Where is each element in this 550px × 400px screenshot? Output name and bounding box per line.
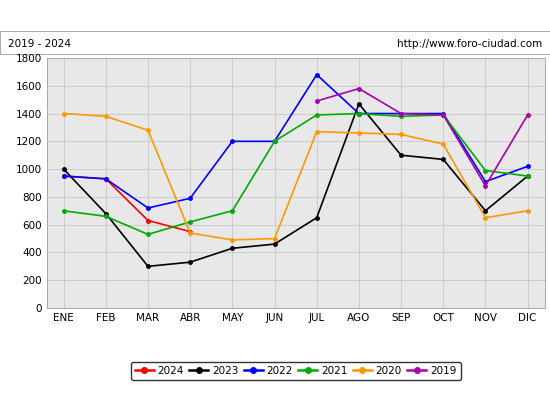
2021	[440, 112, 447, 117]
2020	[229, 238, 235, 242]
2023	[356, 102, 362, 106]
2022	[187, 196, 194, 201]
2019	[398, 111, 404, 116]
2020	[102, 114, 109, 119]
Text: http://www.foro-ciudad.com: http://www.foro-ciudad.com	[397, 38, 542, 48]
Text: 2019 - 2024: 2019 - 2024	[8, 38, 72, 48]
2023	[314, 215, 320, 220]
2022	[314, 72, 320, 77]
2024	[145, 218, 151, 223]
2023	[271, 242, 278, 246]
2021	[356, 111, 362, 116]
2024	[102, 176, 109, 181]
2024	[187, 229, 194, 234]
2020	[60, 111, 67, 116]
2023	[229, 246, 235, 251]
2022	[440, 111, 447, 116]
2023	[145, 264, 151, 269]
2022	[229, 139, 235, 144]
2019	[524, 112, 531, 117]
2020	[145, 128, 151, 133]
2021	[482, 168, 489, 173]
2021	[398, 114, 404, 119]
2019	[314, 99, 320, 104]
2024	[60, 174, 67, 178]
2022	[271, 139, 278, 144]
2023	[102, 211, 109, 216]
2023	[398, 153, 404, 158]
2023	[187, 260, 194, 264]
2021	[187, 220, 194, 224]
2023	[440, 157, 447, 162]
2022	[398, 111, 404, 116]
2021	[229, 208, 235, 213]
2023	[60, 167, 67, 172]
2021	[145, 232, 151, 237]
Line: 2022: 2022	[62, 73, 529, 210]
2020	[271, 236, 278, 241]
Text: Evolucion Nº Turistas Nacionales en el municipio de Boecillo: Evolucion Nº Turistas Nacionales en el m…	[49, 8, 501, 22]
2021	[524, 174, 531, 178]
2020	[398, 132, 404, 137]
2020	[356, 130, 362, 135]
2022	[524, 164, 531, 169]
2021	[314, 112, 320, 117]
2020	[440, 142, 447, 146]
2020	[187, 230, 194, 235]
Line: 2019: 2019	[315, 87, 529, 188]
2022	[145, 206, 151, 210]
2021	[102, 214, 109, 219]
Legend: 2024, 2023, 2022, 2021, 2020, 2019: 2024, 2023, 2022, 2021, 2020, 2019	[130, 362, 461, 380]
2022	[102, 176, 109, 181]
Line: 2021: 2021	[62, 112, 529, 236]
2023	[524, 174, 531, 178]
2019	[440, 112, 447, 117]
Line: 2024: 2024	[62, 174, 192, 233]
2022	[482, 179, 489, 184]
2022	[60, 174, 67, 178]
2020	[524, 208, 531, 213]
Line: 2020: 2020	[62, 112, 529, 242]
2020	[314, 129, 320, 134]
Line: 2023: 2023	[62, 102, 529, 268]
2021	[60, 208, 67, 213]
2023	[482, 208, 489, 213]
2021	[271, 139, 278, 144]
2022	[356, 111, 362, 116]
2019	[482, 183, 489, 188]
2019	[356, 86, 362, 91]
2020	[482, 215, 489, 220]
